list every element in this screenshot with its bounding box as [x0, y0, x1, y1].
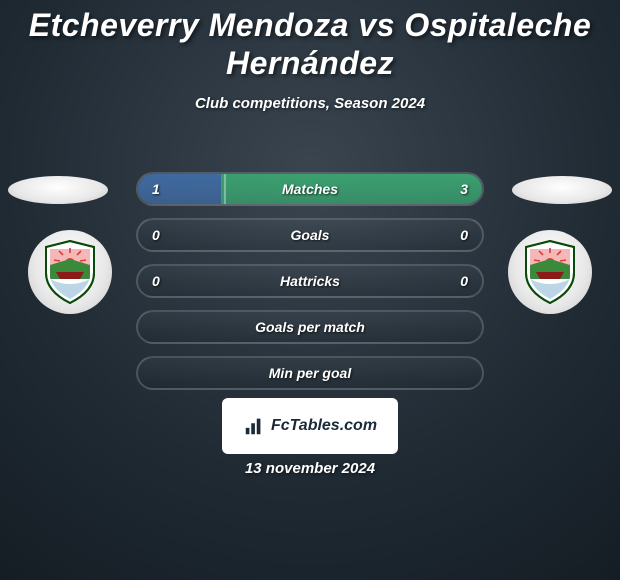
- club-crest-right: [508, 230, 592, 314]
- stat-label: Matches: [138, 174, 482, 206]
- club-crest-left: [28, 230, 112, 314]
- stat-label: Goals: [138, 220, 482, 252]
- shield-icon: [42, 239, 98, 305]
- stat-label: Goals per match: [138, 312, 482, 344]
- title-line-1: Etcheverry Mendoza vs Ospitaleche: [29, 7, 592, 43]
- stat-row: 00Goals: [136, 218, 484, 252]
- footer-brand-badge: FcTables.com: [222, 398, 398, 454]
- stat-label: Hattricks: [138, 266, 482, 298]
- shield-icon: [522, 239, 578, 305]
- stat-row: Goals per match: [136, 310, 484, 344]
- date-text: 13 november 2024: [0, 460, 620, 477]
- stat-row: 00Hattricks: [136, 264, 484, 298]
- player-right-ellipse: [512, 176, 612, 204]
- stat-label: Min per goal: [138, 358, 482, 390]
- footer-brand-text: FcTables.com: [271, 417, 377, 435]
- page-title: Etcheverry Mendoza vs Ospitaleche Hernán…: [0, 0, 620, 83]
- stat-row: Min per goal: [136, 356, 484, 390]
- title-line-2: Hernández: [226, 45, 394, 81]
- bar-chart-icon: [243, 415, 265, 437]
- stat-row: 13Matches: [136, 172, 484, 206]
- player-left-ellipse: [8, 176, 108, 204]
- comparison-card: Etcheverry Mendoza vs Ospitaleche Hernán…: [0, 0, 620, 580]
- stats-rows: 13Matches 00Goals 00Hattricks Goals per mat…: [136, 172, 484, 402]
- subtitle: Club competitions, Season 2024: [0, 95, 620, 112]
